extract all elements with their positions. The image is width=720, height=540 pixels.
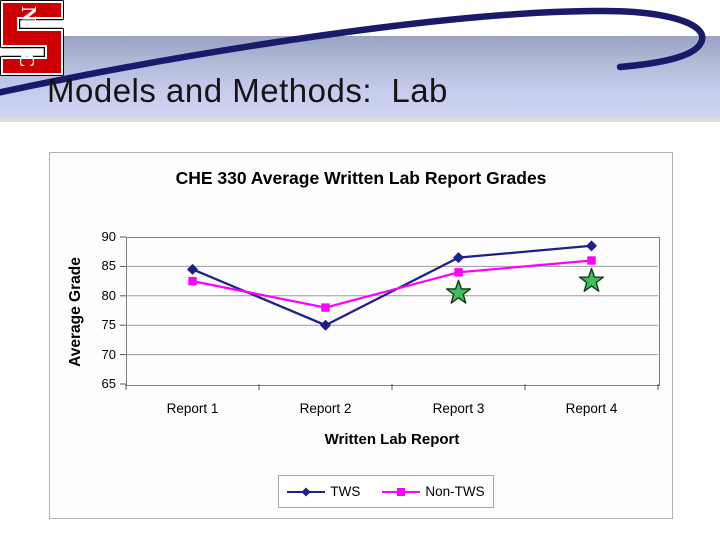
y-tick-label: 90 bbox=[101, 229, 116, 244]
logo-letter-n: N bbox=[17, 6, 41, 21]
x-tick-label: Report 4 bbox=[565, 401, 618, 416]
square-marker bbox=[454, 268, 463, 277]
legend-label: TWS bbox=[330, 484, 361, 499]
y-tick-label: 75 bbox=[101, 317, 116, 333]
swoosh-path bbox=[0, 7, 706, 96]
legend-item-non-tws: Non-TWS bbox=[382, 484, 485, 499]
square-marker bbox=[321, 303, 330, 312]
chart-legend: TWS Non-TWS bbox=[278, 475, 494, 508]
x-tick-label: Report 3 bbox=[432, 401, 485, 416]
header-band bbox=[0, 36, 720, 122]
legend-label: Non-TWS bbox=[425, 484, 485, 499]
chart-title: CHE 330 Average Written Lab Report Grade… bbox=[175, 168, 547, 188]
legend-sample bbox=[287, 487, 326, 496]
x-tick-label: Report 2 bbox=[299, 401, 352, 416]
logo-letter-c: C bbox=[15, 52, 39, 67]
x-tick-label: Report 1 bbox=[166, 401, 219, 416]
slide-title: Models and Methods: Lab bbox=[47, 72, 448, 109]
series-line-tws bbox=[192, 244, 592, 327]
chart-object: CHE 330 Average Written Lab Report Grade… bbox=[49, 152, 673, 519]
diamond-marker bbox=[187, 263, 198, 275]
legend-diamond-marker bbox=[301, 487, 311, 496]
diamond-marker bbox=[320, 319, 331, 331]
diamond-marker bbox=[453, 252, 464, 264]
legend-item-tws: TWS bbox=[287, 484, 360, 499]
legend-sample bbox=[382, 487, 421, 496]
ncstate-logo: N C bbox=[0, 0, 64, 76]
series-line-non-tws bbox=[192, 259, 592, 309]
y-tick-label: 65 bbox=[101, 376, 116, 391]
legend-square-marker bbox=[397, 487, 406, 496]
y-tick-label: 80 bbox=[101, 287, 116, 303]
square-marker bbox=[587, 256, 596, 265]
x-axis-title: Written Lab Report bbox=[324, 431, 460, 448]
star-annotation bbox=[445, 279, 472, 304]
star-annotation bbox=[578, 267, 605, 292]
plot-area bbox=[126, 237, 660, 386]
logo-block-s bbox=[1, 1, 63, 75]
chart-canvas bbox=[120, 236, 659, 390]
square-marker bbox=[188, 276, 197, 286]
y-tick-label: 85 bbox=[101, 258, 116, 274]
y-tick-label: 70 bbox=[101, 346, 116, 362]
swoosh-curve bbox=[0, 7, 706, 96]
diamond-marker bbox=[586, 240, 597, 252]
